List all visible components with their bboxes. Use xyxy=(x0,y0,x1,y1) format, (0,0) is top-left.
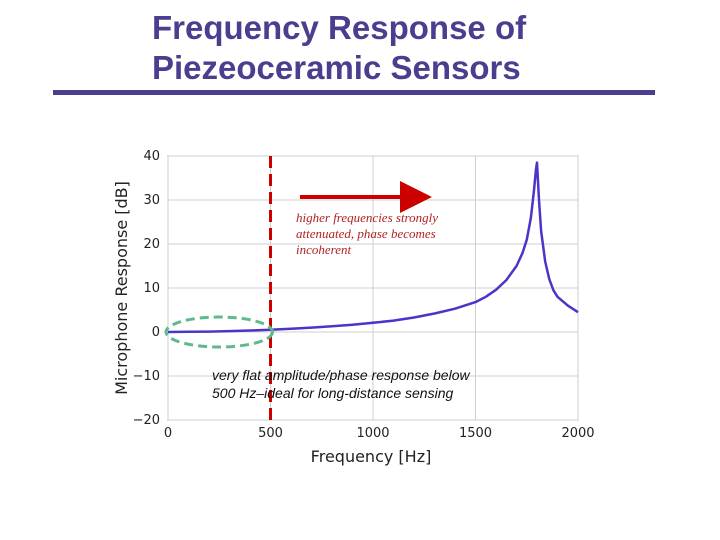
high-frequency-annotation: higher frequencies strongly attenuated, … xyxy=(296,210,496,258)
x-tick-label: 2000 xyxy=(561,426,594,441)
flat-region-ellipse xyxy=(164,315,274,349)
flat-response-annotation: very flat amplitude/phase response below… xyxy=(212,366,552,402)
y-tick-label: −20 xyxy=(133,413,160,428)
x-tick-label: 0 xyxy=(164,426,172,441)
slide-title: Frequency Response of Piezeoceramic Sens… xyxy=(152,8,526,88)
y-axis-label: Microphone Response [dB] xyxy=(112,181,131,395)
x-tick-label: 500 xyxy=(258,426,283,441)
y-tick-label: 30 xyxy=(143,193,160,208)
y-tick-label: 0 xyxy=(152,325,160,340)
x-axis-label: Frequency [Hz] xyxy=(311,447,432,466)
flat-response-annotation-line-2: 500 Hz–ideal for long-distance sensing xyxy=(212,385,454,401)
flat-response-annotation-line-1: very flat amplitude/phase response below xyxy=(212,367,470,383)
title-line-1: Frequency Response of xyxy=(152,9,527,46)
y-tick-label: 20 xyxy=(143,237,160,252)
high-frequency-annotation-line-2: attenuated, phase becomes xyxy=(296,226,436,241)
y-tick-label: −10 xyxy=(133,369,160,384)
x-tick-label: 1000 xyxy=(356,426,389,441)
y-tick-label: 10 xyxy=(143,281,160,296)
series-line xyxy=(167,161,579,334)
high-frequency-annotation-line-1: higher frequencies strongly xyxy=(296,210,439,225)
x-tick-label: 1500 xyxy=(459,426,492,441)
title-line-2: Piezeoceramic Sensors xyxy=(152,49,521,86)
high-frequency-annotation-line-3: incoherent xyxy=(296,242,352,257)
y-tick-label: 40 xyxy=(143,149,160,164)
title-underline xyxy=(53,90,655,95)
